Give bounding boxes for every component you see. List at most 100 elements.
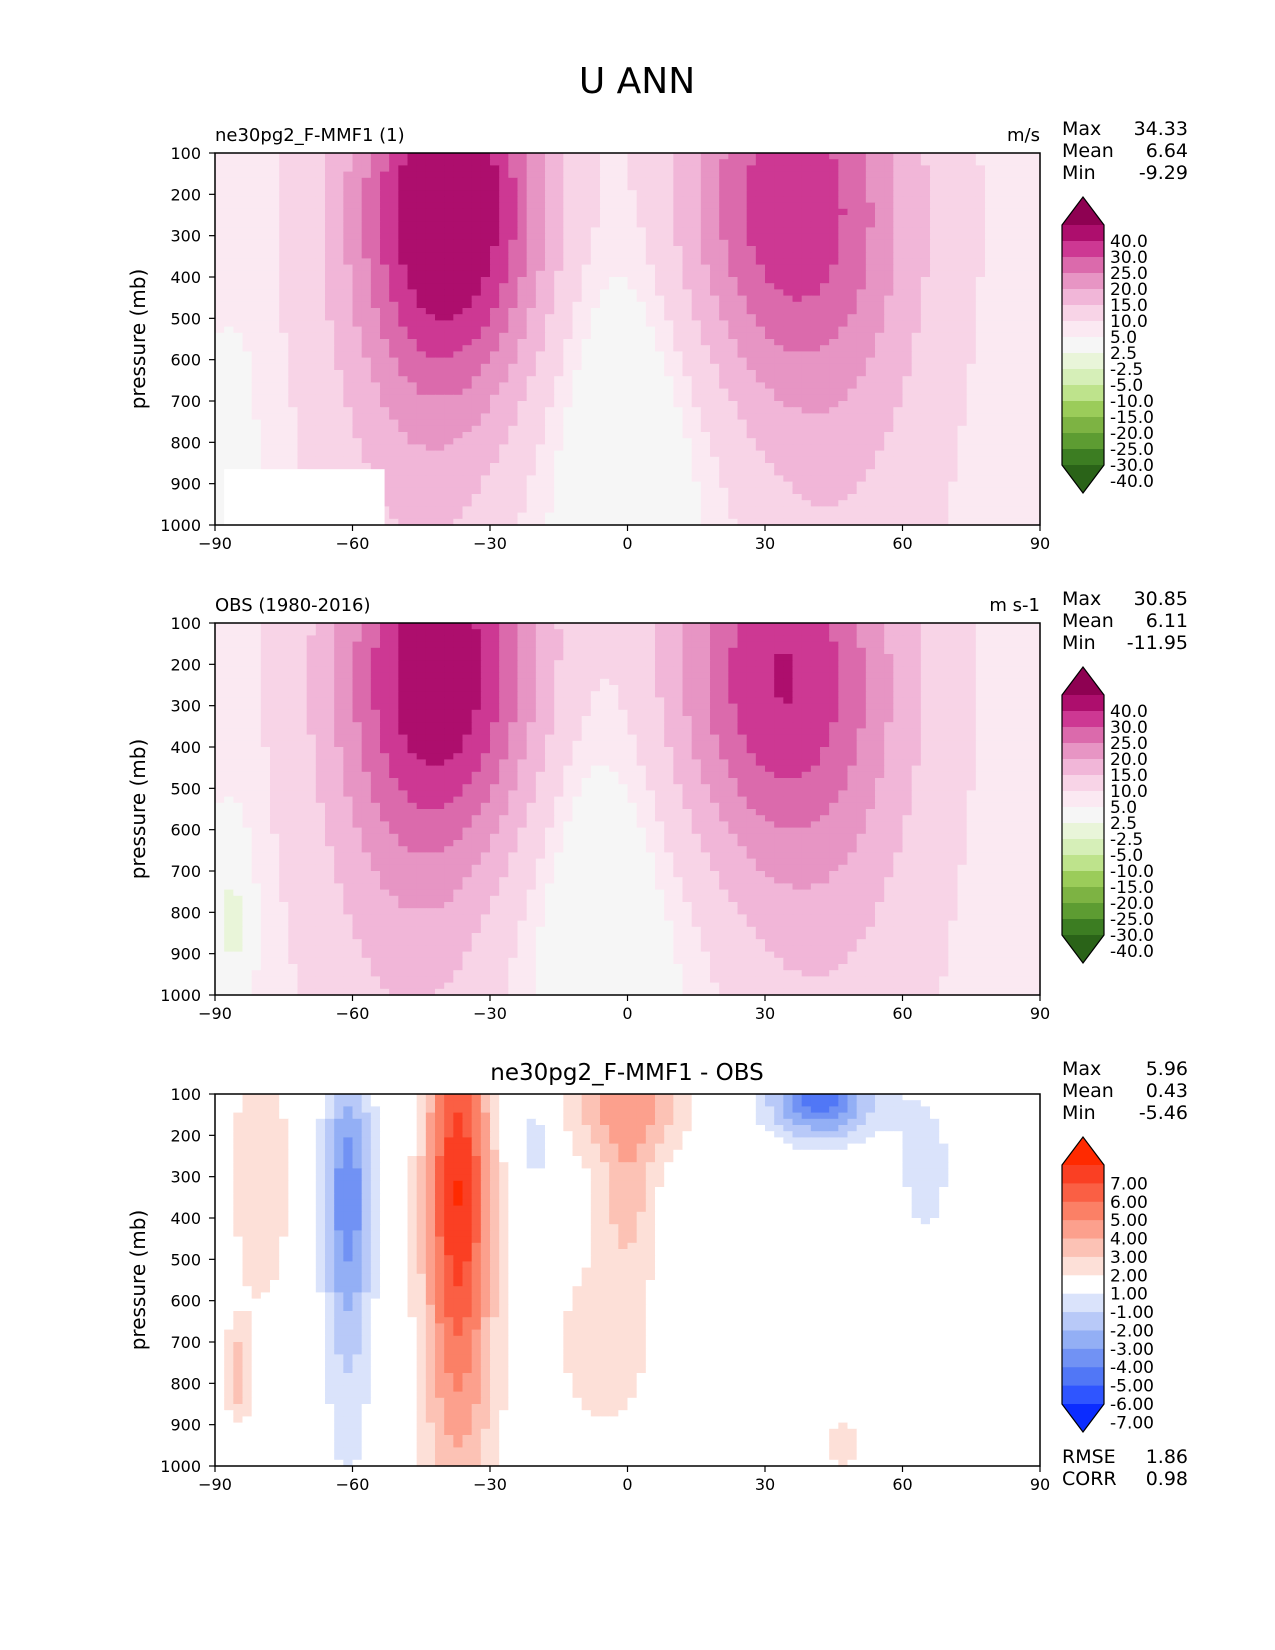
contour-cell: [490, 488, 500, 495]
contour-cell: [793, 370, 803, 377]
contour-cell: [838, 451, 848, 458]
contour-cell: [673, 178, 683, 185]
contour-cell: [307, 190, 317, 197]
contour-cell: [1013, 240, 1023, 247]
contour-cell: [994, 165, 1004, 172]
contour-cell: [719, 283, 729, 290]
contour-cell: [472, 426, 482, 433]
contour-cell: [985, 395, 995, 402]
contour-cell: [343, 444, 353, 451]
contour-cell: [930, 351, 940, 358]
contour-cell: [829, 246, 839, 253]
contour-cell: [215, 457, 225, 464]
contour-cell: [435, 426, 445, 433]
contour-cell: [738, 364, 748, 371]
contour-cell: [820, 153, 830, 160]
contour-cell: [481, 271, 491, 278]
contour-cell: [948, 463, 958, 470]
contour-cell: [756, 215, 766, 222]
contour-cell: [967, 203, 977, 210]
contour-cell: [628, 190, 638, 197]
contour-cell: [362, 178, 372, 185]
contour-cell: [1013, 196, 1023, 203]
contour-cell: [1013, 444, 1023, 451]
contour-cell: [618, 488, 628, 495]
contour-cell: [490, 184, 500, 191]
contour-cell: [435, 401, 445, 408]
contour-cell: [747, 246, 757, 253]
contour-cell: [692, 475, 702, 482]
contour-cell: [288, 413, 298, 420]
contour-cell: [554, 215, 564, 222]
contour-cell: [472, 283, 482, 290]
contour-cell: [554, 314, 564, 321]
contour-cell: [948, 283, 958, 290]
contour-cell: [508, 196, 518, 203]
contour-cell: [967, 314, 977, 321]
contour-cell: [334, 314, 344, 321]
contour-cell: [224, 265, 234, 272]
contour-cell: [967, 159, 977, 166]
contour-cell: [994, 482, 1004, 489]
contour-cell: [710, 184, 720, 191]
contour-cell: [325, 420, 335, 427]
contour-cell: [481, 432, 491, 439]
contour-cell: [389, 457, 399, 464]
contour-cell: [1003, 258, 1013, 265]
contour-cell: [288, 320, 298, 327]
contour-cell: [646, 364, 656, 371]
contour-cell: [591, 320, 601, 327]
contour-cell: [719, 172, 729, 179]
contour-cell: [545, 420, 555, 427]
contour-cell: [472, 351, 482, 358]
contour-cell: [215, 258, 225, 265]
contour-cell: [224, 413, 234, 420]
contour-cell: [912, 327, 922, 334]
contour-cell: [1022, 358, 1032, 365]
contour-cell: [664, 252, 674, 259]
contour-cell: [618, 333, 628, 340]
contour-cell: [948, 165, 958, 172]
contour-cell: [710, 401, 720, 408]
contour-cell: [884, 221, 894, 228]
contour-cell: [353, 438, 363, 445]
contour-cell: [563, 376, 573, 383]
contour-cell: [728, 308, 738, 315]
contour-cell: [765, 488, 775, 495]
contour-cell: [802, 246, 812, 253]
contour-cell: [930, 420, 940, 427]
contour-cell: [435, 320, 445, 327]
contour-cell: [582, 469, 592, 476]
contour-cell: [481, 283, 491, 290]
contour-cell: [307, 277, 317, 284]
contour-cell: [1031, 382, 1041, 389]
contour-cell: [664, 438, 674, 445]
contour-cell: [802, 184, 812, 191]
contour-cell: [866, 401, 876, 408]
contour-cell: [820, 345, 830, 352]
contour-cell: [435, 475, 445, 482]
contour-cell: [765, 382, 775, 389]
contour-cell: [279, 165, 289, 172]
contour-cell: [215, 488, 225, 495]
contour-cell: [976, 252, 986, 259]
contour-cell: [967, 413, 977, 420]
contour-cell: [325, 172, 335, 179]
contour-cell: [747, 451, 757, 458]
contour-cell: [948, 389, 958, 396]
contour-cell: [967, 221, 977, 228]
contour-cell: [903, 283, 913, 290]
contour-cell: [848, 165, 858, 172]
contour-cell: [307, 407, 317, 414]
contour-cell: [637, 209, 647, 216]
contour-cell: [261, 413, 271, 420]
contour-cell: [912, 184, 922, 191]
contour-cell: [765, 333, 775, 340]
contour-cell: [930, 358, 940, 365]
contour-cell: [215, 209, 225, 216]
contour-cell: [967, 265, 977, 272]
contour-cell: [472, 420, 482, 427]
contour-cell: [939, 283, 949, 290]
contour-cell: [994, 289, 1004, 296]
contour-cell: [765, 432, 775, 439]
